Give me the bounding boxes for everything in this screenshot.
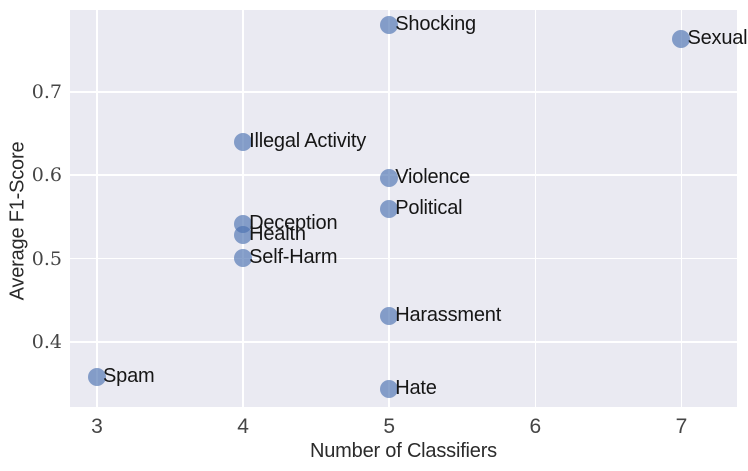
point-label: Hate: [395, 376, 437, 399]
point-label: Harassment: [395, 304, 502, 327]
gridline-horizontal: [70, 257, 737, 260]
gridline-horizontal: [70, 90, 737, 93]
data-point: [234, 132, 253, 151]
point-label: Illegal Activity: [249, 129, 366, 152]
y-tick-label: 0.4: [31, 330, 62, 353]
point-label: Sexual: [687, 27, 748, 50]
point-label: Violence: [395, 165, 471, 188]
x-tick-label: 4: [237, 415, 249, 438]
data-point: [380, 379, 399, 398]
data-point: [672, 30, 691, 49]
point-label: Shocking: [395, 13, 476, 36]
y-tick-label: 0.7: [31, 80, 62, 103]
x-tick-label: 7: [675, 415, 688, 438]
x-tick-label: 3: [91, 415, 103, 438]
data-point: [88, 367, 107, 386]
data-point: [380, 199, 399, 218]
gridline-horizontal: [70, 174, 737, 176]
gridline-horizontal: [70, 341, 737, 343]
gridline-vertical: [242, 10, 244, 407]
point-label: Health: [249, 223, 306, 246]
data-point: [380, 307, 399, 326]
point-label: Spam: [103, 365, 155, 388]
y-tick-label: 0.6: [31, 164, 62, 187]
gridline-vertical: [680, 10, 683, 407]
gridline-vertical: [96, 10, 98, 407]
data-point: [234, 226, 253, 245]
point-label: Self-Harm: [249, 245, 338, 268]
x-tick-label: 6: [529, 415, 542, 438]
x-tick-label: 5: [383, 415, 396, 438]
point-label: Political: [395, 196, 463, 219]
point-label: Deception: [249, 211, 338, 234]
plot-area: Shocking Sexual Illegal Activity Violence Po…: [70, 10, 748, 407]
y-tick-label: 0.5: [31, 247, 62, 270]
x-axis-label: Number of Classifiers: [310, 440, 497, 462]
data-point: [380, 16, 399, 34]
gridline-vertical: [534, 10, 537, 407]
data-point: [380, 168, 399, 187]
data-point: [234, 248, 253, 267]
